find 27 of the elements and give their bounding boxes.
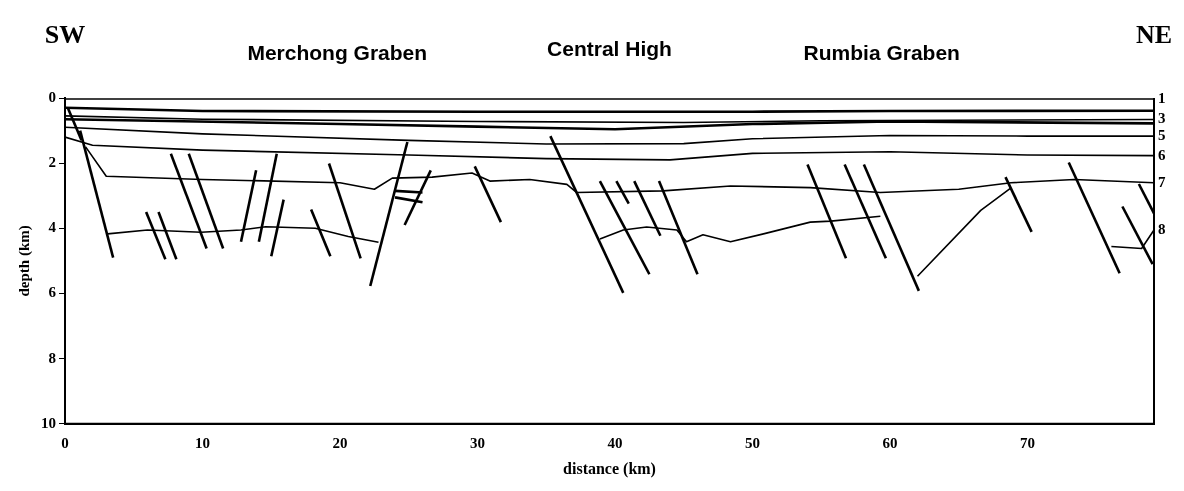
x-tick-label: 60 [882,434,898,451]
x-tick-label: 30 [470,434,485,451]
series-label: 5 [1158,126,1166,143]
x-axis-title: distance (km) [563,459,656,478]
x-tick-label: 0 [61,434,69,451]
y-tick-label: 0 [48,88,56,105]
series-label: 3 [1158,110,1166,127]
series-label: 1 [1158,89,1166,106]
x-tick-label: 40 [607,434,623,451]
y-tick-label: 2 [48,154,56,171]
y-tick-label: 8 [48,349,56,366]
text: NE [1135,20,1173,49]
x-tick-label: 50 [745,434,760,451]
series-label: 7 [1158,173,1166,190]
x-tick-label: 20 [332,434,348,451]
x-tick-label: 70 [1020,434,1035,451]
x-tick-label: 10 [195,434,210,451]
y-tick-label: 4 [48,219,57,236]
text: SW [44,20,86,49]
text: Merchong Graben [247,41,428,64]
series-label: 6 [1158,146,1166,163]
y-axis-title: depth (km) [15,225,33,297]
y-tick-label: 10 [41,414,56,431]
y-tick-label: 6 [48,284,57,301]
series-label: 8 [1158,220,1166,237]
text: Central High [547,37,672,60]
text: Rumbia Graben [803,41,960,64]
